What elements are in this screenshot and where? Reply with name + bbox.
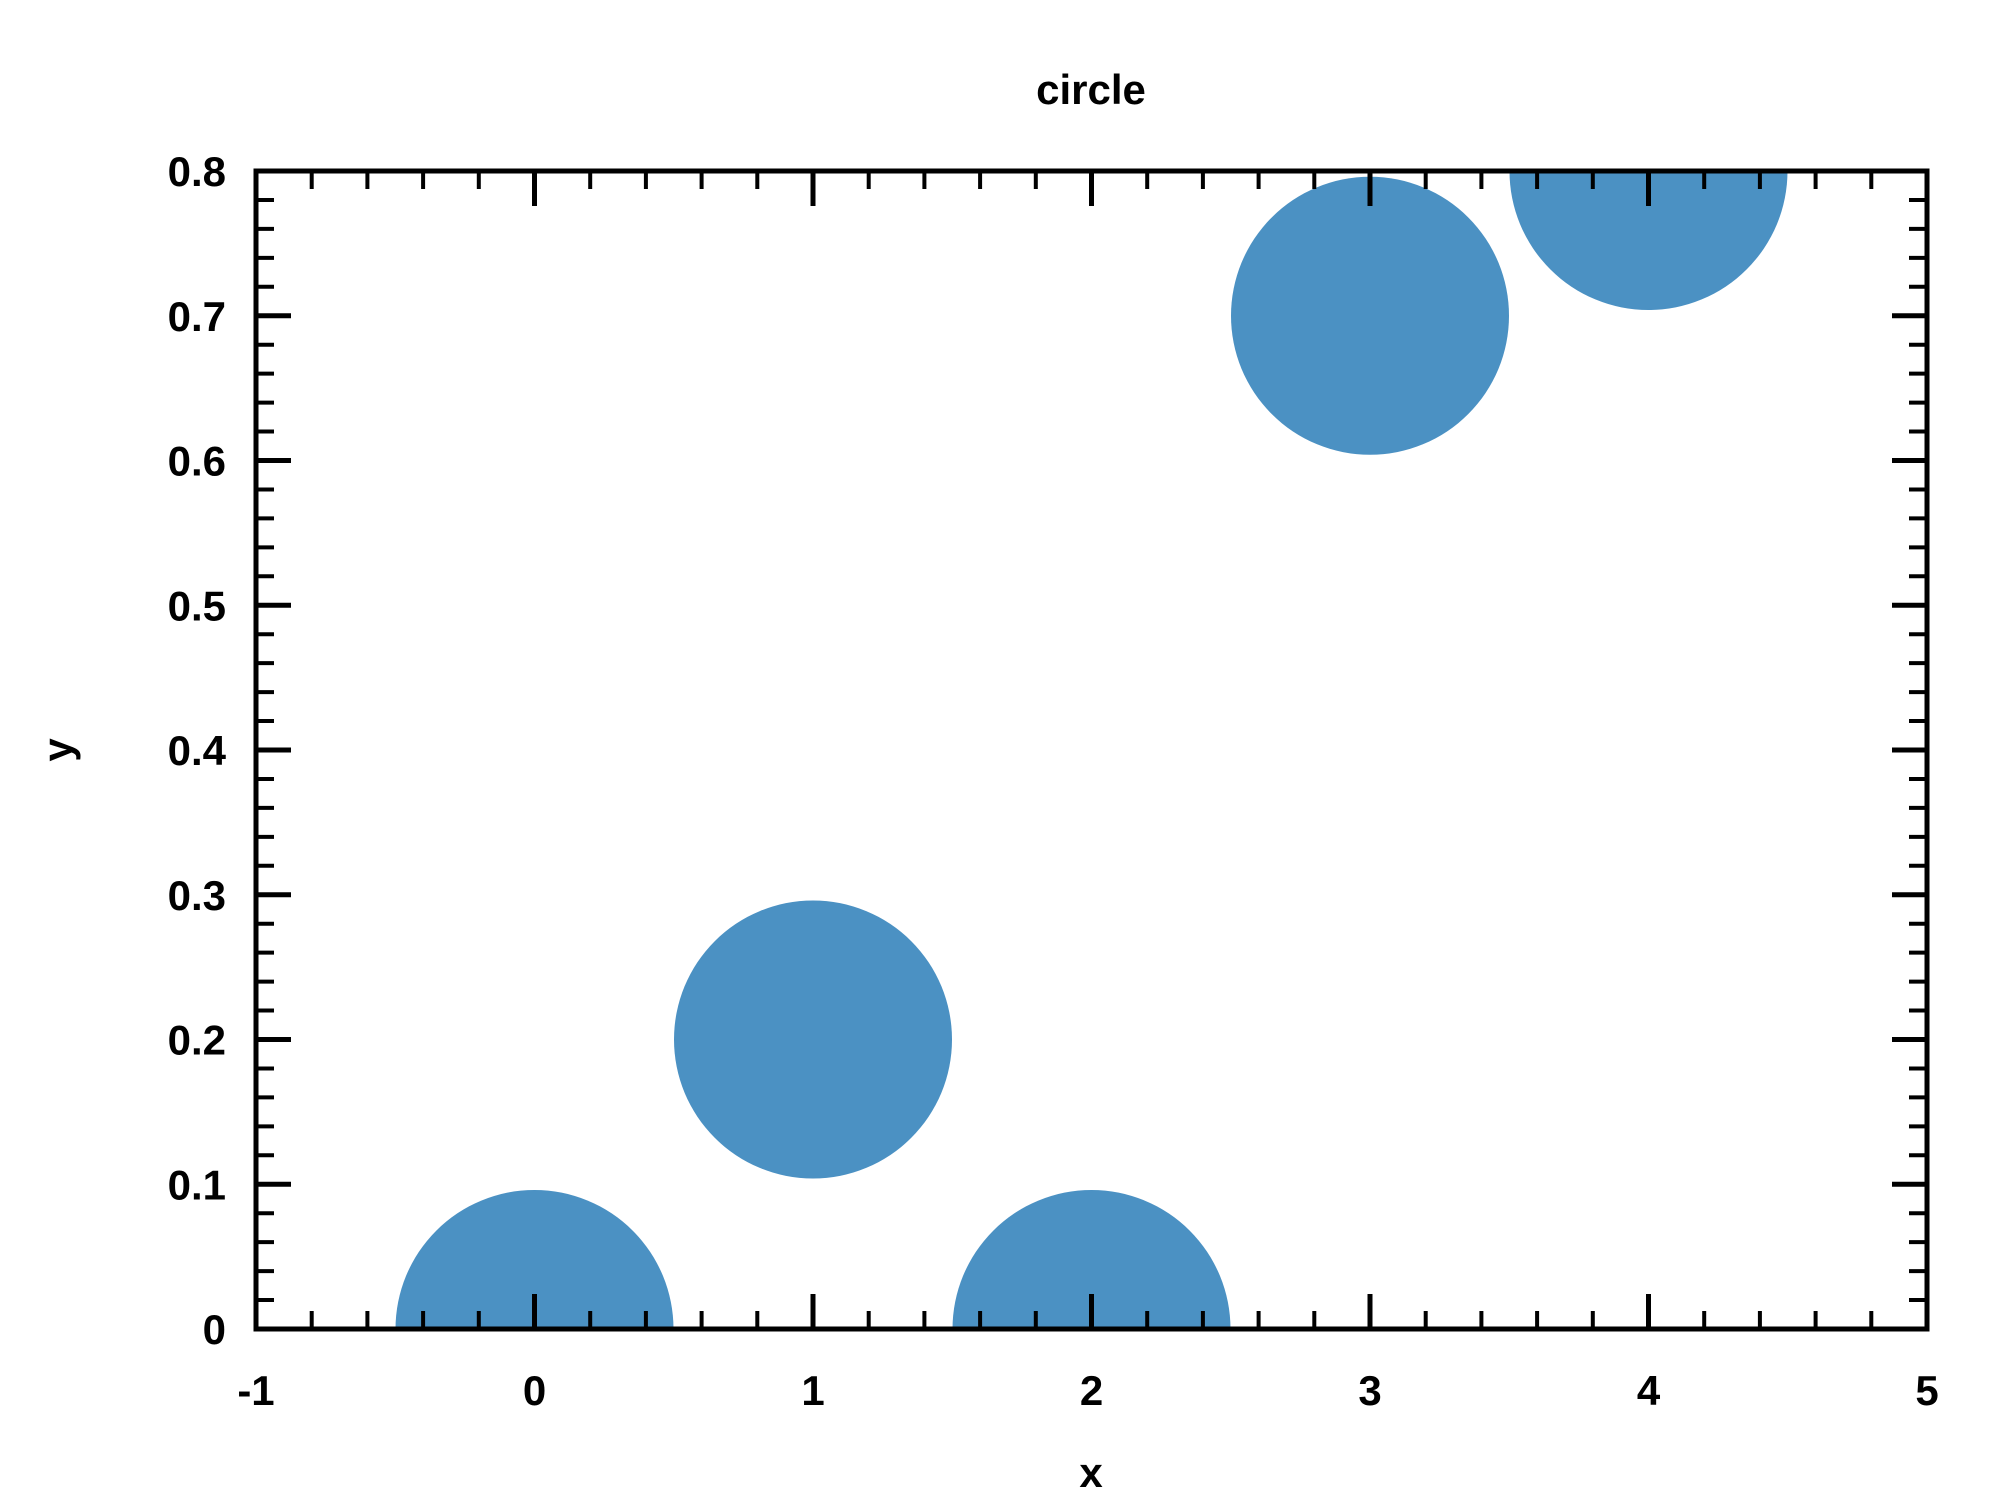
scatter-point-0-4 xyxy=(1509,171,1788,310)
x-tick-label: 3 xyxy=(1358,1367,1381,1414)
x-tick-label: 0 xyxy=(523,1367,546,1414)
markers-layer xyxy=(395,171,1788,1329)
x-tick-label: 5 xyxy=(1915,1367,1938,1414)
tick-labels-layer: -1 0 1 2 3 4 500.10.20.30.40.50.60.70.8 xyxy=(168,148,1939,1414)
y-tick-label: 0.1 xyxy=(168,1161,226,1208)
plot-frame xyxy=(253,168,1930,1332)
y-tick-label: 0.4 xyxy=(168,727,227,774)
scatter-point-0-1 xyxy=(674,900,952,1179)
y-tick-label: 0.3 xyxy=(168,872,226,919)
x-axis-label: x xyxy=(1079,1449,1103,1496)
scatter-point-0-0 xyxy=(395,1190,674,1329)
y-axis-label: y xyxy=(34,738,81,762)
scatter-point-0-3 xyxy=(1231,176,1509,455)
y-tick-label: 0.8 xyxy=(168,148,226,195)
x-tick-label: 4 xyxy=(1637,1367,1661,1414)
x-tick-label: 2 xyxy=(1080,1367,1103,1414)
scatter-point-0-2 xyxy=(952,1190,1231,1329)
y-tick-label: 0.6 xyxy=(168,438,226,485)
y-tick-label: 0 xyxy=(203,1306,226,1353)
y-tick-label: 0.5 xyxy=(168,582,226,629)
chart-title: circle xyxy=(1036,66,1146,113)
y-tick-label: 0.2 xyxy=(168,1017,226,1064)
ticks-layer xyxy=(253,168,1930,1332)
x-tick-label: 1 xyxy=(801,1367,824,1414)
y-tick-label: 0.7 xyxy=(168,293,226,340)
x-tick-label: -1 xyxy=(237,1367,274,1414)
